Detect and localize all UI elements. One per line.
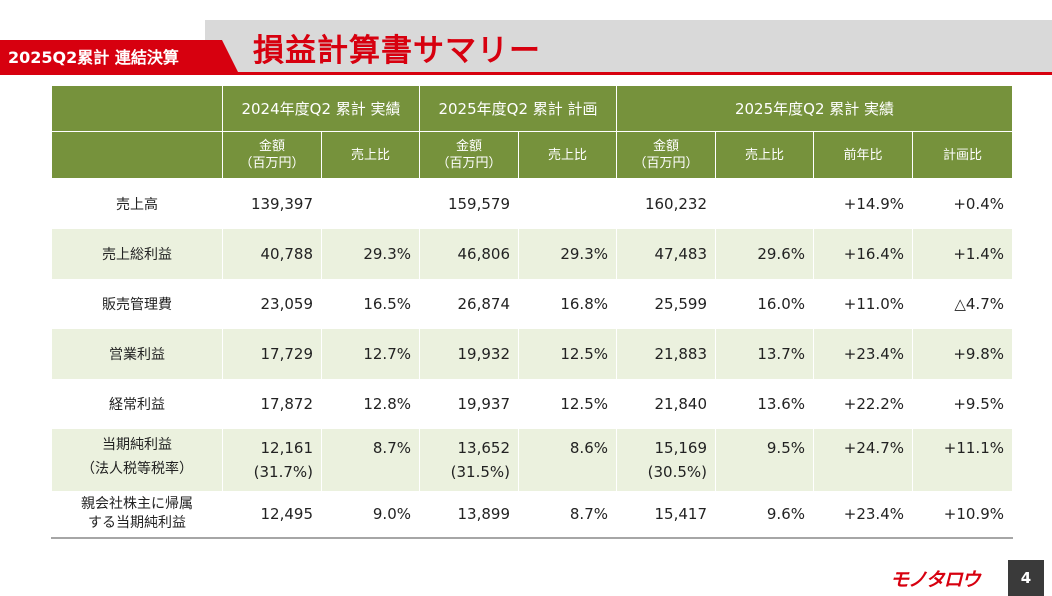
col-amount-plan: 金額 （百万円） [419, 131, 519, 179]
cell: 21,840 [616, 379, 716, 429]
cell: 8.7% [321, 429, 420, 491]
cell: 13,652 (31.5%) [419, 429, 519, 491]
cell: 9.5% [715, 429, 814, 491]
cell: 29.3% [518, 229, 617, 279]
cell: 9.0% [321, 491, 420, 539]
cell: +9.8% [912, 329, 1013, 379]
cell: 13.7% [715, 329, 814, 379]
col-sales-ratio-2024: 売上比 [321, 131, 420, 179]
cell: +23.4% [813, 329, 913, 379]
row-label: 営業利益 [51, 329, 223, 379]
header-underline [0, 72, 1052, 75]
cell: 15,169 (30.5%) [616, 429, 716, 491]
header-corner [51, 85, 223, 132]
group-2025-actual: 2025年度Q2 累計 実績 [616, 85, 1013, 132]
table-row: 販売管理費 23,059 16.5% 26,874 16.8% 25,599 1… [51, 279, 1013, 329]
section-tag [0, 40, 238, 72]
cell: 19,932 [419, 329, 519, 379]
cell: 16.8% [518, 279, 617, 329]
cell: 19,937 [419, 379, 519, 429]
cell: +10.9% [912, 491, 1013, 539]
title-band [205, 20, 1052, 72]
cell: +0.4% [912, 178, 1013, 229]
page-number: 4 [1008, 560, 1044, 596]
row-label: 販売管理費 [51, 279, 223, 329]
cell: +11.1% [912, 429, 1013, 491]
group-2025-plan: 2025年度Q2 累計 計画 [419, 85, 617, 132]
cell: 17,729 [222, 329, 322, 379]
cell: 13.6% [715, 379, 814, 429]
cell: 17,872 [222, 379, 322, 429]
cell [321, 178, 420, 229]
table-header-row-metrics: 金額 （百万円） 売上比 金額 （百万円） 売上比 金額 （百万円） 売上比 前年比 … [51, 131, 1013, 179]
col-yoy: 前年比 [813, 131, 913, 179]
section-tag-label: 2025Q2累計 連結決算 [8, 48, 179, 67]
cell: +1.4% [912, 229, 1013, 279]
cell: 12.8% [321, 379, 420, 429]
group-2024-actual: 2024年度Q2 累計 実績 [222, 85, 420, 132]
cell: 21,883 [616, 329, 716, 379]
cell: 12.5% [518, 379, 617, 429]
table-row-net-income: 当期純利益 （法人税等税率） 12,161 (31.7%) 8.7% 13,652(… [51, 429, 1013, 491]
cell [715, 178, 814, 229]
cell: 15,417 [616, 491, 716, 539]
col-sales-ratio-plan: 売上比 [518, 131, 617, 179]
cell: 139,397 [222, 178, 322, 229]
cell: +14.9% [813, 178, 913, 229]
income-statement-table: 2024年度Q2 累計 実績 2025年度Q2 累計 計画 2025年度Q2 累… [51, 85, 1013, 539]
cell: 159,579 [419, 178, 519, 229]
brand-logo: モノタロウ [890, 569, 981, 591]
cell: 12.5% [518, 329, 617, 379]
cell: 29.6% [715, 229, 814, 279]
top-bar: 2025Q2累計 連結決算 損益計算書サマリー [0, 0, 1052, 76]
table-header-row-groups: 2024年度Q2 累計 実績 2025年度Q2 累計 計画 2025年度Q2 累… [51, 85, 1013, 132]
cell: 16.5% [321, 279, 420, 329]
cell: 47,483 [616, 229, 716, 279]
cell: 12,161 (31.7%) [222, 429, 322, 491]
col-vs-plan: 計画比 [912, 131, 1013, 179]
table-row: 営業利益 17,729 12.7% 19,932 12.5% 21,883 13… [51, 329, 1013, 379]
cell [518, 178, 617, 229]
table-row: 売上総利益 40,788 29.3% 46,806 29.3% 47,483 2… [51, 229, 1013, 279]
cell: 40,788 [222, 229, 322, 279]
cell: +23.4% [813, 491, 913, 539]
cell: +9.5% [912, 379, 1013, 429]
table-row: 売上高 139,397 159,579 160,232 +14.9% +0.4% [51, 178, 1013, 229]
col-sales-ratio-2025: 売上比 [715, 131, 814, 179]
cell: 16.0% [715, 279, 814, 329]
cell: +22.2% [813, 379, 913, 429]
cell: △4.7% [912, 279, 1013, 329]
cell: 8.7% [518, 491, 617, 539]
page-title: 損益計算書サマリー [253, 33, 541, 69]
cell: 26,874 [419, 279, 519, 329]
cell: 46,806 [419, 229, 519, 279]
cell: 8.6% [518, 429, 617, 491]
cell: 12.7% [321, 329, 420, 379]
cell: +24.7% [813, 429, 913, 491]
row-label: 売上総利益 [51, 229, 223, 279]
cell: 13,899 [419, 491, 519, 539]
cell: 29.3% [321, 229, 420, 279]
cell: +11.0% [813, 279, 913, 329]
cell: 160,232 [616, 178, 716, 229]
cell: 23,059 [222, 279, 322, 329]
col-amount-2025: 金額 （百万円） [616, 131, 716, 179]
cell: 9.6% [715, 491, 814, 539]
cell: +16.4% [813, 229, 913, 279]
cell: 25,599 [616, 279, 716, 329]
row-label: 売上高 [51, 178, 223, 229]
table-row: 経常利益 17,872 12.8% 19,937 12.5% 21,840 13… [51, 379, 1013, 429]
row-label: 当期純利益 （法人税等税率） [51, 429, 223, 491]
header-corner-2 [51, 131, 223, 179]
row-label: 経常利益 [51, 379, 223, 429]
row-label: 親会社株主に帰属 する当期純利益 [51, 491, 223, 539]
col-amount-2024: 金額 （百万円） [222, 131, 322, 179]
table-row-parent-income: 親会社株主に帰属 する当期純利益 12,495 9.0% 13,899 8.7% … [51, 491, 1013, 539]
cell: 12,495 [222, 491, 322, 539]
